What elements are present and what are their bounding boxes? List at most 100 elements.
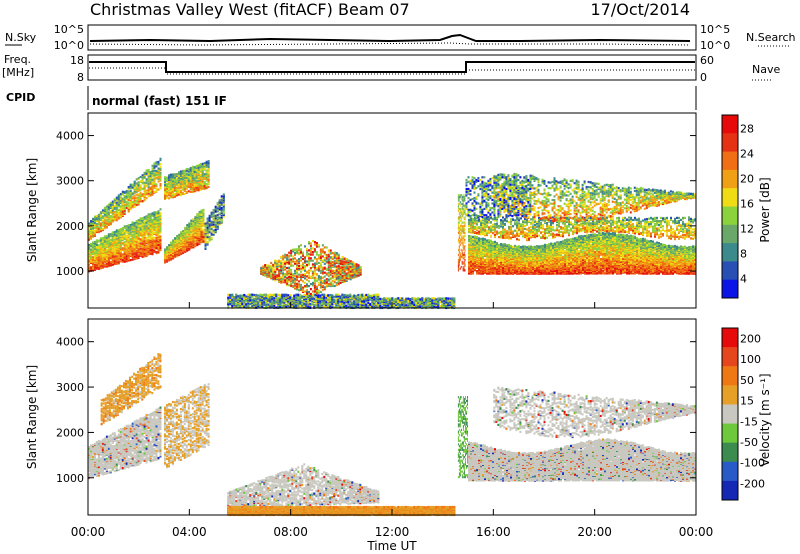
range-cell bbox=[281, 293, 284, 296]
range-cell bbox=[274, 275, 277, 278]
range-cell bbox=[235, 302, 238, 306]
range-cell bbox=[198, 240, 201, 243]
range-cell bbox=[103, 239, 106, 242]
range-cell bbox=[111, 255, 114, 259]
range-cell bbox=[143, 255, 146, 258]
range-cell bbox=[113, 262, 116, 265]
range-cell bbox=[123, 207, 126, 210]
range-cell bbox=[117, 243, 120, 246]
range-cell bbox=[178, 237, 181, 240]
range-cell bbox=[278, 263, 281, 266]
range-cell bbox=[319, 298, 322, 301]
range-cell bbox=[119, 231, 122, 234]
range-cell bbox=[123, 255, 126, 259]
range-cell bbox=[157, 171, 160, 174]
range-cell bbox=[107, 251, 110, 254]
range-cell bbox=[119, 202, 122, 205]
range-cell bbox=[117, 214, 120, 217]
range-cell bbox=[117, 253, 120, 256]
range-cell bbox=[133, 187, 136, 190]
range-cell bbox=[117, 229, 120, 232]
range-cell bbox=[194, 242, 197, 245]
range-cell bbox=[157, 236, 160, 239]
range-cell bbox=[109, 215, 112, 218]
range-cell bbox=[133, 249, 136, 252]
range-cell bbox=[181, 184, 184, 188]
range-cell bbox=[155, 184, 158, 187]
range-cell bbox=[178, 250, 181, 253]
range-cell bbox=[103, 223, 106, 226]
range-cell bbox=[187, 179, 190, 182]
range-cell bbox=[119, 260, 122, 263]
range-cell bbox=[239, 294, 242, 297]
range-cell bbox=[190, 233, 193, 236]
range-cell bbox=[94, 256, 96, 259]
range-cell bbox=[176, 243, 179, 247]
range-cell bbox=[143, 220, 146, 223]
range-cell bbox=[113, 210, 116, 214]
range-cell bbox=[149, 238, 152, 241]
range-cell bbox=[115, 240, 118, 243]
range-cell bbox=[313, 297, 316, 300]
range-cell bbox=[113, 198, 116, 201]
range-cell bbox=[107, 247, 110, 250]
range-cell bbox=[190, 219, 193, 222]
range-cell bbox=[94, 219, 96, 222]
range-cell bbox=[133, 245, 136, 248]
range-cell bbox=[195, 187, 198, 190]
range-cell bbox=[169, 189, 172, 192]
range-cell bbox=[191, 170, 194, 173]
range-cell bbox=[212, 208, 215, 212]
nsearch-tick-bottom: 10^0 bbox=[700, 39, 730, 52]
range-cell bbox=[177, 182, 180, 186]
range-cell bbox=[97, 215, 100, 218]
range-cell bbox=[159, 228, 162, 231]
range-cell bbox=[200, 230, 203, 233]
range-cell bbox=[201, 180, 204, 183]
range-cell bbox=[155, 236, 158, 239]
range-cell bbox=[349, 303, 352, 306]
range-cell bbox=[88, 257, 90, 260]
range-cell bbox=[369, 294, 372, 297]
range-cell bbox=[202, 231, 205, 234]
range-cell bbox=[202, 239, 205, 243]
range-cell bbox=[90, 237, 92, 240]
range-cell bbox=[133, 236, 136, 239]
range-cell bbox=[186, 246, 189, 249]
range-cell bbox=[159, 219, 162, 223]
range-cell bbox=[159, 184, 162, 187]
range-cell bbox=[125, 189, 128, 193]
range-cell bbox=[164, 188, 166, 191]
range-cell bbox=[204, 234, 207, 237]
range-cell bbox=[113, 238, 116, 241]
range-cell bbox=[121, 227, 124, 230]
range-cell bbox=[262, 265, 265, 268]
range-cell bbox=[141, 200, 144, 203]
range-cell bbox=[175, 186, 178, 189]
range-cell bbox=[135, 238, 138, 241]
range-cell bbox=[149, 179, 152, 182]
range-cell bbox=[147, 226, 150, 230]
range-cell bbox=[202, 220, 205, 224]
range-cell bbox=[188, 247, 191, 250]
range-cell bbox=[94, 230, 96, 233]
range-cell bbox=[129, 202, 132, 206]
range-cell bbox=[329, 293, 332, 297]
range-cell bbox=[107, 237, 110, 240]
range-cell bbox=[200, 211, 203, 214]
range-cell bbox=[255, 302, 258, 305]
range-cell bbox=[220, 195, 223, 198]
range-cell bbox=[291, 296, 294, 300]
range-cell bbox=[159, 235, 162, 238]
range-cell bbox=[119, 207, 122, 210]
range-cell bbox=[99, 230, 102, 233]
range-cell bbox=[143, 183, 146, 186]
range-cell bbox=[113, 252, 116, 255]
range-cell bbox=[155, 247, 158, 250]
range-cell bbox=[101, 239, 104, 242]
range-cell bbox=[147, 182, 150, 186]
range-cell bbox=[119, 193, 122, 196]
range-cell bbox=[186, 242, 189, 245]
range-cell bbox=[107, 253, 110, 256]
nsearch-label: N.Search bbox=[746, 31, 796, 44]
